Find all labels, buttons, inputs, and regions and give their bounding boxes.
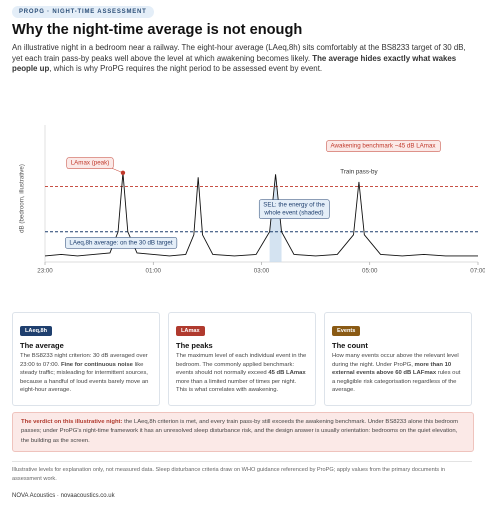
level-line [44, 172, 478, 257]
intro: An illustrative night in a bedroom near … [12, 43, 474, 75]
intro-bold: The average hides exactly what wakes peo… [12, 53, 457, 74]
card-bold: more than 10 external events above 60 dB… [332, 361, 452, 377]
peak-label: LAmax (peak) [71, 160, 110, 167]
reference-label: Awakening benchmark ~45 dB LAmax [331, 143, 437, 150]
title: Why the night-time average is not enough [12, 22, 303, 38]
card-bold: Fine for continuous noise [60, 361, 133, 368]
card-tag: Events [332, 326, 361, 336]
card: LAeq,8h The average The BS8233 night cri… [12, 312, 160, 406]
card-heading: The peaks [176, 341, 213, 350]
card-heading: The count [332, 341, 368, 350]
card-bold: 45 dB LAmax [268, 370, 306, 377]
x-tick-label: 05:00 [362, 268, 378, 275]
x-tick-label: 23:00 [37, 268, 53, 275]
sel-label-box [258, 199, 330, 219]
card-body: How many events occur above the relevant… [332, 352, 464, 395]
card-text: The maximum level of each individual eve… [176, 353, 307, 377]
x-tick-label: 07:00 [470, 268, 485, 275]
card-tag: LAmax [176, 326, 205, 336]
peak-marker [120, 170, 126, 175]
card-text: The BS8233 night criterion: 30 dB averag… [20, 353, 148, 368]
verdict-bold: The verdict on this illustrative night: [21, 419, 123, 425]
chart: dB (bedroom, illustrative) 23:00 01:00 03:0… [19, 125, 485, 275]
x-tick-label: 03:00 [254, 268, 270, 275]
verdict-text: the LAeq,8h criterion is met, and every … [21, 419, 459, 444]
card-heading: The average [20, 341, 64, 350]
card-tag: LAeq,8h [20, 326, 53, 336]
card: LAmax The peaks The maximum level of eac… [168, 312, 316, 406]
intro-text: An illustrative night in a bedroom near … [12, 43, 466, 63]
reference-label-box [326, 140, 441, 152]
card-body: The BS8233 night criterion: 30 dB averag… [20, 352, 152, 395]
sel-label: whole event (shaded) [263, 210, 323, 217]
footnote: Illustrative levels for explanation only… [12, 467, 446, 482]
peak-label-box [66, 157, 114, 169]
reference-label: LAeq,8h average: on the 30 dB target [69, 239, 172, 246]
footer: NOVA Acoustics · novaacoustics.co.uk [12, 493, 115, 499]
intro-text: , which is why ProPG requires the night … [49, 64, 323, 73]
y-axis-label: dB (bedroom, illustrative) [19, 164, 26, 233]
badge: PROPG · NIGHT-TIME ASSESSMENT [12, 6, 154, 18]
x-tick-label: 01:00 [146, 268, 162, 275]
pass-by-label: Train pass-by [340, 169, 378, 176]
card-text: How many events occur above the relevant… [332, 353, 459, 368]
card-text: rules out a negligible risk categorisati… [332, 370, 461, 394]
reference-label-box [65, 237, 178, 249]
card-body: The maximum level of each individual eve… [176, 352, 308, 395]
sel-label: SEL: the energy of the [263, 202, 325, 209]
verdict: The verdict on this illustrative night: … [12, 412, 474, 452]
card: Events The count How many events occur a… [324, 312, 472, 406]
card-text: more than a limited number of times per … [176, 378, 297, 394]
divider [12, 461, 472, 462]
card-text: like steady traffic; misleading for inte… [20, 361, 149, 394]
